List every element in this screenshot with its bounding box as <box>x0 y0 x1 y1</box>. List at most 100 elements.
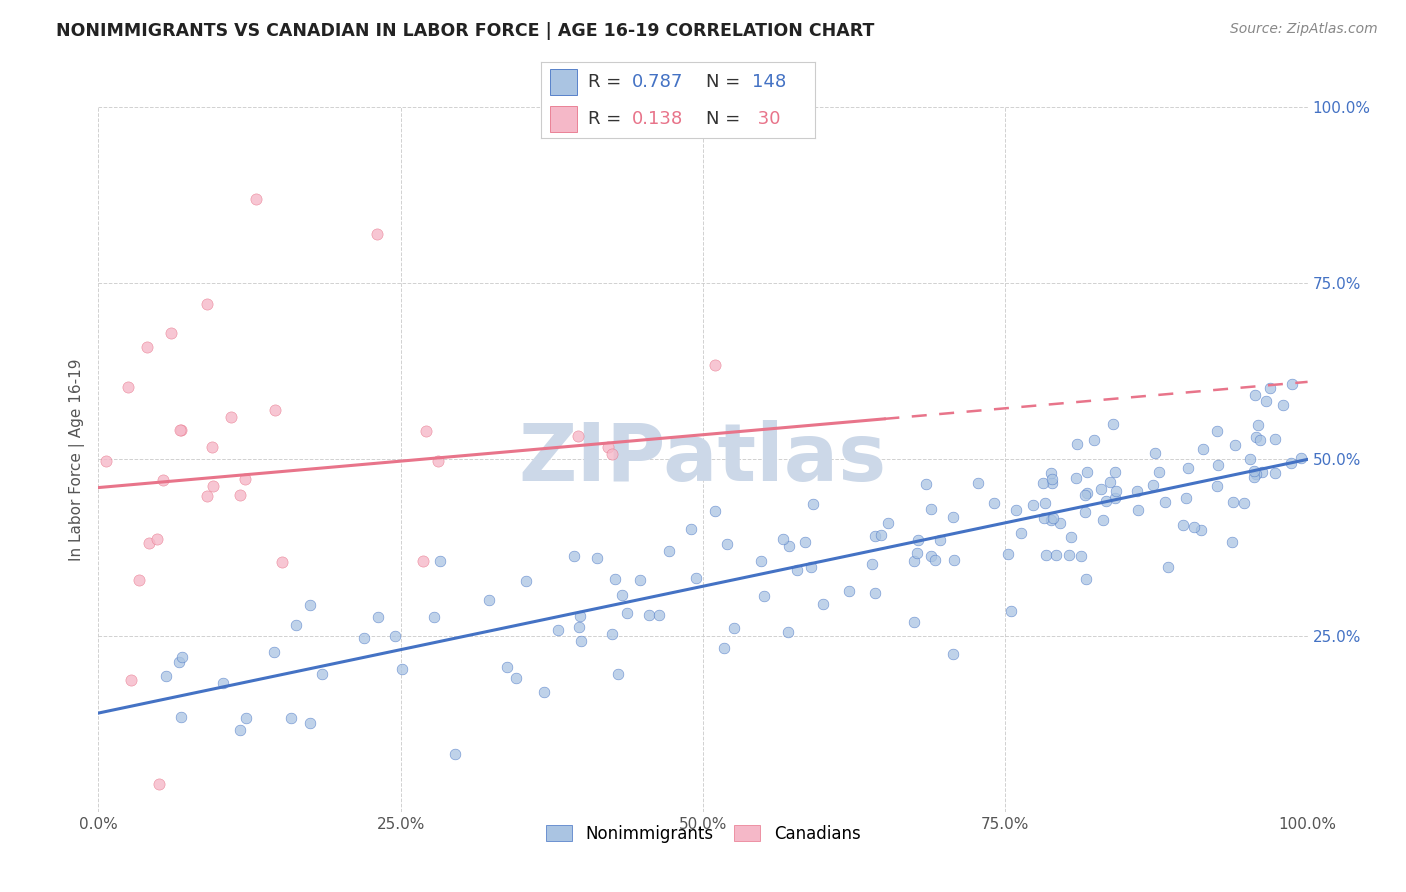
Point <box>391 662 413 676</box>
Point <box>1222 535 1244 549</box>
Point <box>1174 491 1197 505</box>
Text: R =: R = <box>588 73 621 91</box>
Point <box>562 549 585 563</box>
Point <box>1105 484 1128 499</box>
Point <box>862 557 884 571</box>
Point <box>169 709 191 723</box>
Point <box>567 428 589 442</box>
Point <box>1281 376 1303 391</box>
Point <box>1256 394 1278 409</box>
Point <box>716 537 738 551</box>
Point <box>1091 513 1114 527</box>
Point <box>1205 478 1227 492</box>
Point <box>1083 433 1105 447</box>
Point <box>1040 476 1063 491</box>
Point <box>1035 548 1057 562</box>
Point <box>1076 572 1098 586</box>
Point <box>1184 520 1206 534</box>
Point <box>1090 482 1112 496</box>
Point <box>1189 523 1212 537</box>
Point <box>1243 464 1265 478</box>
Y-axis label: In Labor Force | Age 16-19: In Labor Force | Age 16-19 <box>69 358 86 561</box>
Point <box>263 403 285 417</box>
Point <box>1246 430 1268 444</box>
Point <box>1279 456 1302 470</box>
Point <box>1239 452 1261 467</box>
Point <box>638 608 661 623</box>
Point <box>235 710 257 724</box>
Point <box>628 574 651 588</box>
Point <box>1264 467 1286 481</box>
Text: Source: ZipAtlas.com: Source: ZipAtlas.com <box>1230 22 1378 37</box>
Point <box>229 723 252 737</box>
Point <box>160 326 183 340</box>
Point <box>169 424 191 438</box>
Point <box>233 472 256 486</box>
Point <box>423 610 446 624</box>
Point <box>1032 511 1054 525</box>
Point <box>602 447 624 461</box>
Text: N =: N = <box>706 73 740 91</box>
Point <box>685 571 707 585</box>
Point <box>1142 478 1164 492</box>
Point <box>353 632 375 646</box>
Point <box>1076 465 1098 479</box>
Point <box>429 553 451 567</box>
Point <box>1173 517 1195 532</box>
Point <box>704 358 727 372</box>
Point <box>928 533 950 547</box>
Point <box>658 544 681 558</box>
Point <box>1147 465 1170 479</box>
Text: ZIPatlas: ZIPatlas <box>519 420 887 499</box>
Point <box>1040 513 1063 527</box>
Point <box>263 644 285 658</box>
Point <box>201 440 224 454</box>
Point <box>1000 604 1022 618</box>
Point <box>997 547 1019 561</box>
Point <box>704 503 727 517</box>
Point <box>221 410 243 425</box>
Point <box>284 618 307 632</box>
Point <box>1208 458 1230 472</box>
Point <box>569 608 592 623</box>
Point <box>598 441 620 455</box>
Point <box>1263 432 1285 446</box>
Point <box>1039 466 1062 480</box>
Point <box>942 552 965 566</box>
Point <box>1251 465 1274 479</box>
Point <box>311 667 333 681</box>
Text: R =: R = <box>588 111 621 128</box>
Point <box>749 554 772 568</box>
Point <box>367 610 389 624</box>
Point <box>1074 505 1097 519</box>
Point <box>1247 417 1270 432</box>
Point <box>585 551 607 566</box>
Point <box>1258 381 1281 395</box>
Point <box>870 528 893 542</box>
Point <box>1272 398 1295 412</box>
Point <box>1049 516 1071 530</box>
Point <box>813 597 835 611</box>
Point <box>1064 471 1087 485</box>
Text: NONIMMIGRANTS VS CANADIAN IN LABOR FORCE | AGE 16-19 CORRELATION CHART: NONIMMIGRANTS VS CANADIAN IN LABOR FORCE… <box>56 22 875 40</box>
Point <box>1074 487 1097 501</box>
Point <box>681 522 703 536</box>
Point <box>723 621 745 635</box>
Point <box>1060 530 1083 544</box>
Point <box>905 546 928 560</box>
Text: 30: 30 <box>752 111 780 128</box>
Point <box>170 423 193 437</box>
Point <box>495 660 517 674</box>
Point <box>1289 450 1312 465</box>
Point <box>865 586 887 600</box>
Point <box>1243 470 1265 484</box>
Point <box>1066 436 1088 450</box>
Point <box>245 192 267 206</box>
Legend: Nonimmigrants, Canadians: Nonimmigrants, Canadians <box>538 818 868 849</box>
Point <box>117 380 139 394</box>
Text: N =: N = <box>706 111 740 128</box>
Point <box>903 615 925 629</box>
Point <box>942 648 965 662</box>
Point <box>1192 442 1215 457</box>
Point <box>1153 494 1175 508</box>
